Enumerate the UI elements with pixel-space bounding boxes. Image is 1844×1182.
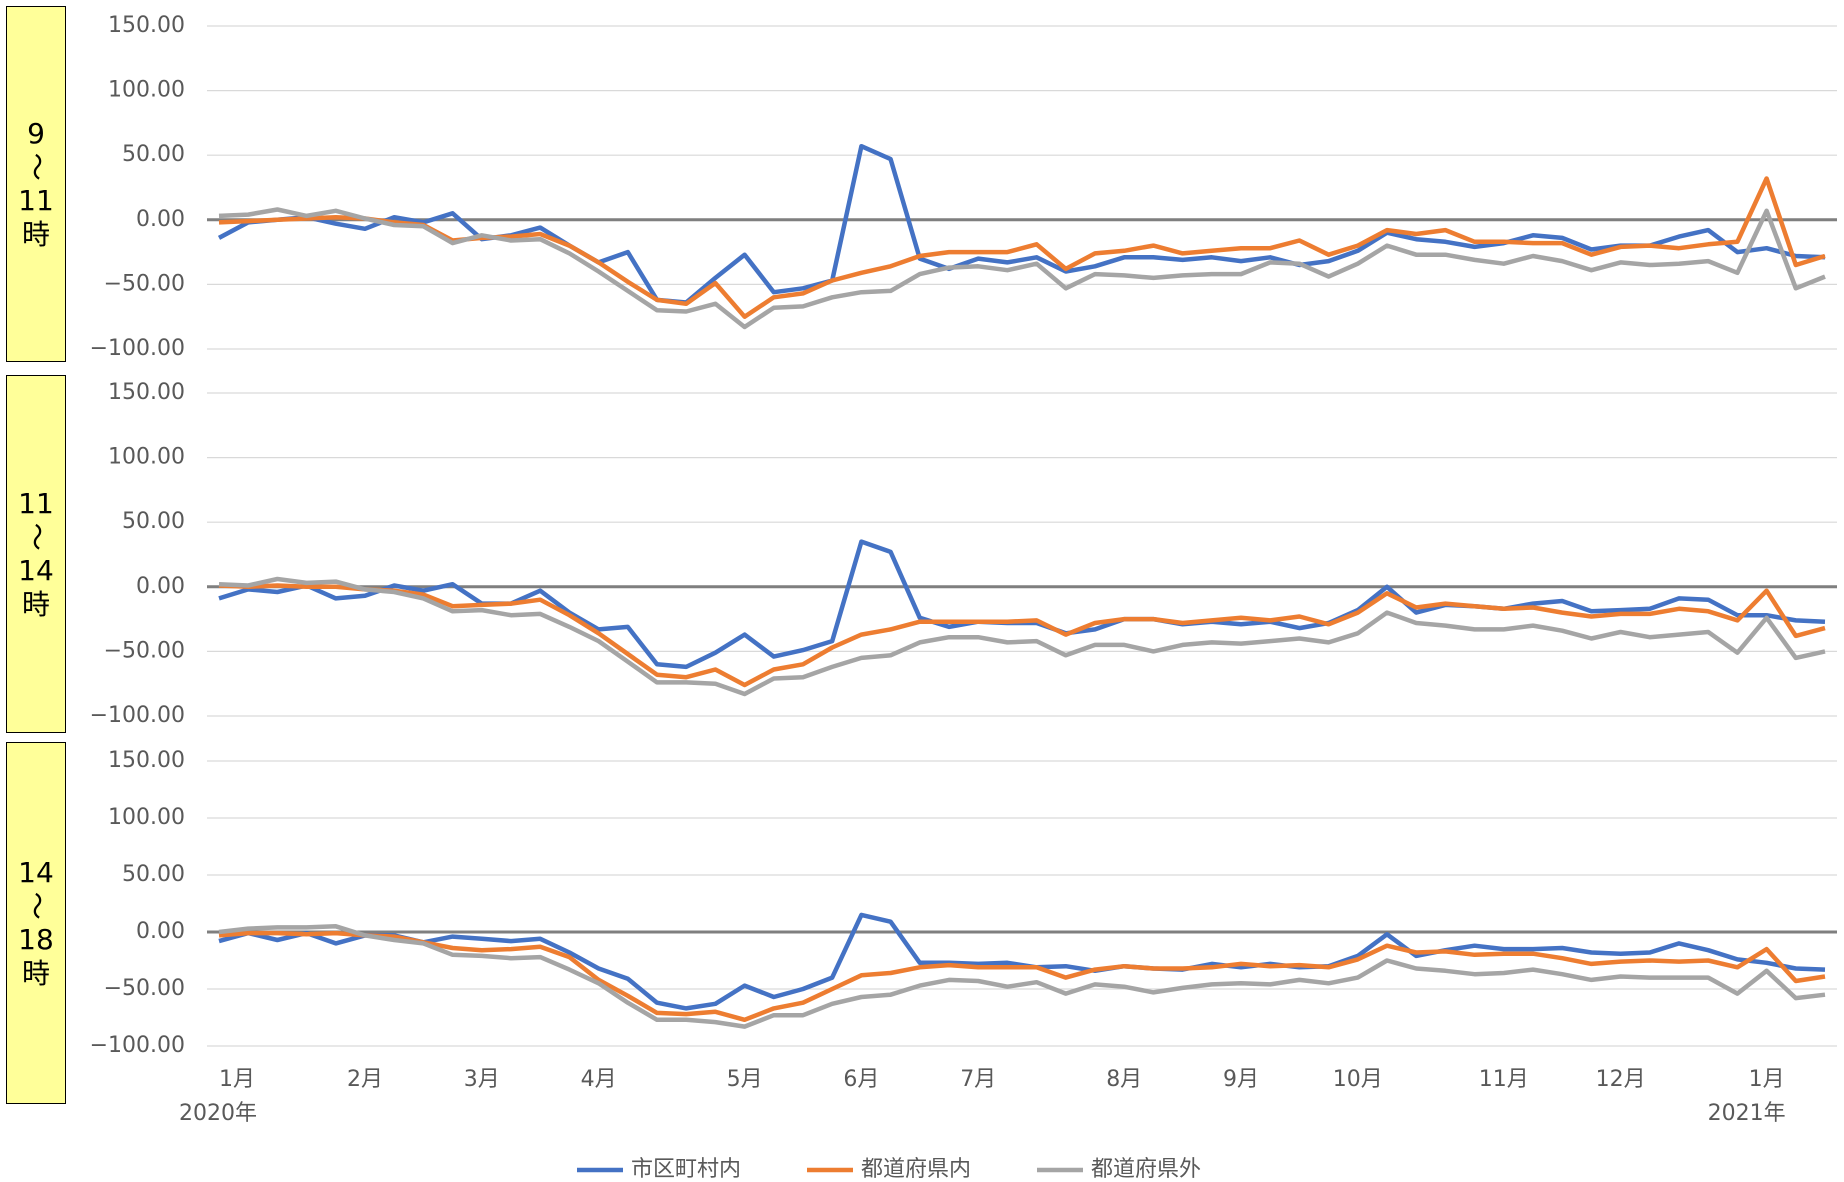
y-tick-label: 50.00 (122, 862, 185, 887)
legend-label: 市区町村内 (631, 1157, 741, 1182)
x-tick-label: 5月 (727, 1067, 763, 1092)
series-line (218, 924, 1826, 1029)
x-tick-label: 7月 (960, 1067, 996, 1092)
y-tick-label: 0.00 (136, 919, 185, 944)
y-tick-label: 100.00 (108, 805, 185, 830)
series-line (218, 576, 1826, 697)
x-tick-label: 6月 (843, 1067, 879, 1092)
y-tick-label: 150.00 (108, 748, 185, 773)
x-tick-label: 4月 (581, 1067, 617, 1092)
series-line (218, 930, 1826, 1023)
series-line (217, 143, 1826, 305)
x-tick-label: 9月 (1223, 1067, 1259, 1092)
y-tick-label: −50.00 (104, 638, 185, 663)
y-tick-label: −100.00 (90, 1033, 185, 1058)
legend-label: 都道府県外 (1091, 1157, 1201, 1182)
y-tick-label: −50.00 (104, 271, 185, 296)
x-tick-label: 1月 (1749, 1067, 1785, 1092)
panel-label: 9 ～ 11 時 (6, 6, 66, 362)
y-tick-label: −100.00 (90, 336, 185, 361)
y-tick-label: 0.00 (136, 574, 185, 599)
x-tick-label: 10月 (1333, 1067, 1383, 1092)
x-tick-label: 1月 (219, 1067, 255, 1092)
x-tick-label: 2月 (347, 1067, 383, 1092)
panel-label: 11 ～ 14 時 (6, 375, 66, 733)
x-tick-label: 3月 (464, 1067, 500, 1092)
x-sublabel: 2021年 (1708, 1101, 1786, 1126)
x-tick-label: 11月 (1479, 1067, 1529, 1092)
y-tick-label: 100.00 (108, 78, 185, 103)
y-tick-label: 150.00 (108, 13, 185, 38)
y-tick-label: 50.00 (122, 509, 185, 534)
y-tick-label: 150.00 (108, 380, 185, 405)
legend-label: 都道府県内 (861, 1157, 971, 1182)
x-sublabel: 2020年 (179, 1101, 257, 1126)
y-tick-label: −50.00 (104, 976, 185, 1001)
panel-label: 14 ～ 18 時 (6, 742, 66, 1104)
x-tick-label: 12月 (1596, 1067, 1646, 1092)
y-tick-label: −100.00 (90, 703, 185, 728)
y-tick-label: 100.00 (108, 445, 185, 470)
series-line (218, 207, 1826, 330)
series-line (218, 583, 1826, 688)
y-tick-label: 0.00 (136, 207, 185, 232)
x-tick-label: 8月 (1106, 1067, 1142, 1092)
y-tick-label: 50.00 (122, 142, 185, 167)
